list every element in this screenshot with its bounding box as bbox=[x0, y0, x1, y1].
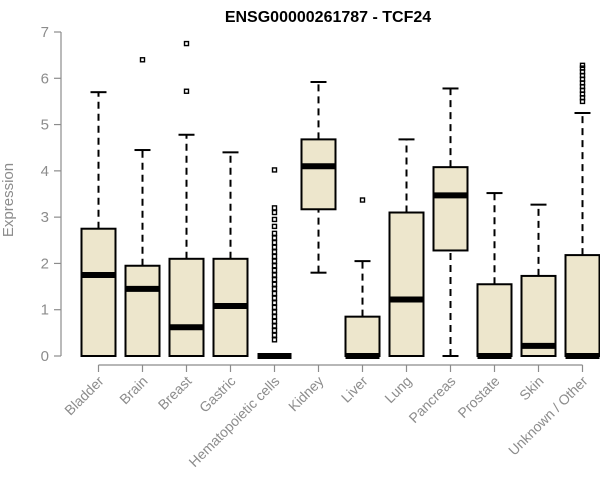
box-body bbox=[476, 283, 513, 357]
outlier-point bbox=[271, 309, 278, 315]
outlier-point bbox=[271, 300, 278, 306]
outlier-point bbox=[271, 235, 278, 241]
outlier-point bbox=[271, 223, 278, 230]
outlier-point bbox=[183, 40, 190, 47]
y-tick-label: 0 bbox=[41, 348, 49, 365]
outlier-point bbox=[579, 62, 586, 69]
x-tick-label: Unknown / Other bbox=[505, 373, 591, 459]
box-body bbox=[80, 227, 117, 357]
outlier-point bbox=[271, 230, 278, 237]
box-breast bbox=[168, 40, 205, 357]
y-tick-label: 4 bbox=[41, 163, 49, 180]
x-tick-label: Liver bbox=[338, 373, 371, 406]
chart-title: ENSG00000261787 - TCF24 bbox=[225, 9, 431, 26]
outlier-point bbox=[579, 65, 586, 71]
outlier-point bbox=[271, 337, 278, 343]
x-tick-label: Pancreas bbox=[405, 373, 458, 426]
outlier-point bbox=[271, 209, 278, 216]
x-tick-label: Skin bbox=[516, 373, 547, 404]
boxes-group bbox=[80, 40, 600, 359]
box-lung bbox=[388, 138, 425, 357]
x-tick-label: Brain bbox=[116, 373, 150, 407]
box-body bbox=[344, 315, 381, 357]
outlier-point bbox=[271, 327, 278, 334]
x-tick-label: Bladder bbox=[61, 373, 107, 419]
box-body bbox=[124, 264, 161, 357]
outlier-point bbox=[271, 272, 278, 278]
box-brain bbox=[124, 57, 161, 357]
y-tick-label: 7 bbox=[41, 24, 49, 41]
outlier-point bbox=[271, 244, 278, 250]
box-body bbox=[564, 254, 600, 357]
box-body bbox=[432, 166, 469, 252]
outlier-point bbox=[271, 304, 278, 311]
outlier-point bbox=[271, 281, 278, 287]
box-body bbox=[300, 138, 337, 211]
outlier-point bbox=[271, 332, 278, 338]
outlier-point bbox=[139, 57, 146, 63]
y-tick-label: 1 bbox=[41, 302, 49, 319]
y-tick-label: 2 bbox=[41, 255, 49, 272]
box-kidney bbox=[300, 80, 337, 274]
x-tick-label: Prostate bbox=[454, 373, 502, 421]
y-tick-label: 5 bbox=[41, 117, 49, 134]
box-liver bbox=[344, 197, 381, 359]
y-tick-label: 6 bbox=[41, 70, 49, 87]
y-tick-label: 3 bbox=[41, 209, 49, 226]
box-unknown-other bbox=[564, 62, 600, 359]
x-tick-label: Kidney bbox=[285, 373, 327, 415]
y-axis: 0 1 2 3 4 5 6 7 bbox=[41, 24, 62, 365]
outlier-point bbox=[271, 290, 278, 297]
outlier-point bbox=[359, 197, 366, 203]
outlier-point bbox=[271, 313, 278, 320]
box-gastric bbox=[212, 151, 249, 357]
x-tick-label: Breast bbox=[155, 373, 195, 413]
outlier-point bbox=[271, 239, 278, 246]
box-pancreas bbox=[432, 87, 469, 357]
outlier-point bbox=[183, 88, 190, 94]
outlier-point bbox=[271, 205, 278, 211]
box-body bbox=[168, 257, 205, 357]
box-body bbox=[388, 211, 425, 357]
outlier-point bbox=[271, 295, 278, 301]
y-axis-label: Expression bbox=[0, 163, 17, 237]
box-bladder bbox=[80, 91, 117, 357]
outlier-point bbox=[271, 263, 278, 269]
x-tick-label: Gastric bbox=[196, 373, 239, 416]
outlier-point bbox=[271, 167, 278, 173]
outlier-point bbox=[271, 323, 278, 329]
outlier-point bbox=[271, 216, 278, 223]
outlier-point bbox=[271, 318, 278, 324]
x-tick-label: Lung bbox=[381, 373, 414, 406]
outlier-point bbox=[271, 249, 278, 255]
outlier-point bbox=[271, 286, 278, 292]
outlier-point bbox=[271, 258, 278, 264]
outlier-point bbox=[271, 253, 278, 260]
box-prostate bbox=[476, 192, 513, 359]
outlier-point bbox=[271, 276, 278, 283]
box-hematopoietic-cells bbox=[257, 167, 292, 359]
outlier-point bbox=[271, 267, 278, 274]
box-body bbox=[520, 274, 557, 358]
box-skin bbox=[520, 203, 557, 358]
